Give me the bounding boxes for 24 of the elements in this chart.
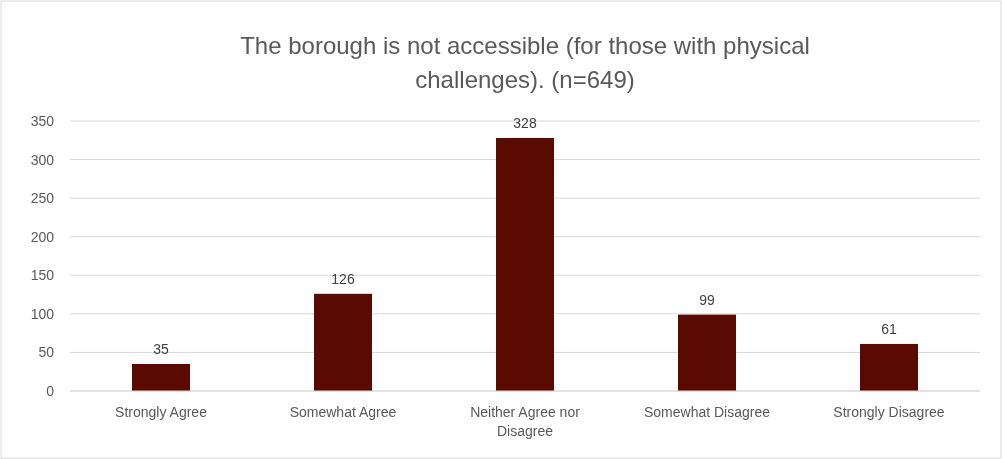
x-tick-label: Somewhat Agree [289, 404, 397, 420]
y-tick-label: 300 [30, 151, 55, 168]
y-tick-label: 200 [30, 228, 55, 245]
bar [860, 343, 918, 391]
data-label: 35 [153, 341, 169, 357]
data-label: 328 [513, 114, 537, 131]
bar [132, 364, 190, 391]
bar [496, 137, 554, 391]
y-tick-label: 50 [38, 344, 55, 361]
y-tick-label: 0 [46, 383, 55, 399]
x-tick-label: Strongly Agree [115, 404, 208, 420]
x-tick-label: Strongly Disagree [833, 404, 945, 420]
x-tick-label: Somewhat Disagree [643, 404, 771, 420]
y-tick-label: 350 [30, 113, 55, 129]
data-label: 61 [881, 320, 897, 337]
y-tick-label: 100 [30, 305, 55, 322]
y-tick-label: 250 [30, 190, 55, 207]
x-tick-label: Neither Agree nor Disagree [470, 404, 581, 439]
bar [678, 314, 736, 391]
data-label: 99 [699, 291, 715, 308]
bar [314, 293, 372, 391]
y-tick-label: 150 [30, 267, 55, 284]
chart-title: The borough is not accessible (for those with physical challenges). (n=649) [240, 32, 810, 93]
data-label: 126 [331, 270, 355, 287]
